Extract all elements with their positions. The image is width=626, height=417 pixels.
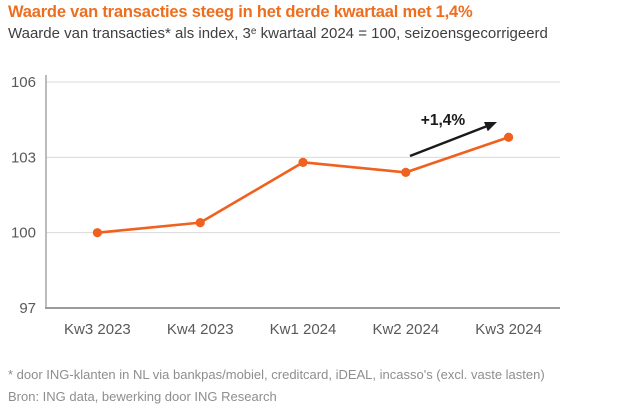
trend-arrow-head (484, 122, 497, 132)
data-point (298, 157, 308, 167)
trend-arrow (409, 125, 487, 158)
x-tick-label: Kw3 2024 (475, 321, 542, 338)
trend-annotation: +1,4% (421, 112, 466, 129)
subtitle-text-suffix: kwartaal 2024 = 100, seizoensgecorrigeer… (256, 25, 548, 42)
y-tick-label: 106 (11, 74, 36, 91)
chart-title: Waarde van transacties steeg in het derd… (8, 3, 473, 21)
data-point (504, 132, 514, 142)
subtitle-superscript: e (250, 25, 257, 37)
x-tick-label: Kw4 2023 (167, 321, 234, 338)
data-point (195, 218, 205, 228)
source-note: Bron: ING data, bewerking door ING Resea… (8, 389, 277, 404)
subtitle-text: Waarde van transacties* als index, 3 (8, 25, 251, 42)
y-tick-label: 100 (11, 225, 36, 242)
data-point (92, 228, 102, 238)
x-tick-label: Kw1 2024 (270, 321, 337, 338)
y-tick-label: 97 (19, 300, 36, 317)
chart-subtitle: Waarde van transacties* als index, 3e kw… (8, 24, 620, 46)
x-tick-label: Kw3 2023 (64, 321, 131, 338)
data-point (401, 167, 411, 177)
y-tick-label: 103 (11, 149, 36, 166)
footnote: * door ING-klanten in NL via bankpas/mob… (8, 367, 545, 382)
x-tick-label: Kw2 2024 (372, 321, 439, 338)
data-line (96, 135, 510, 234)
